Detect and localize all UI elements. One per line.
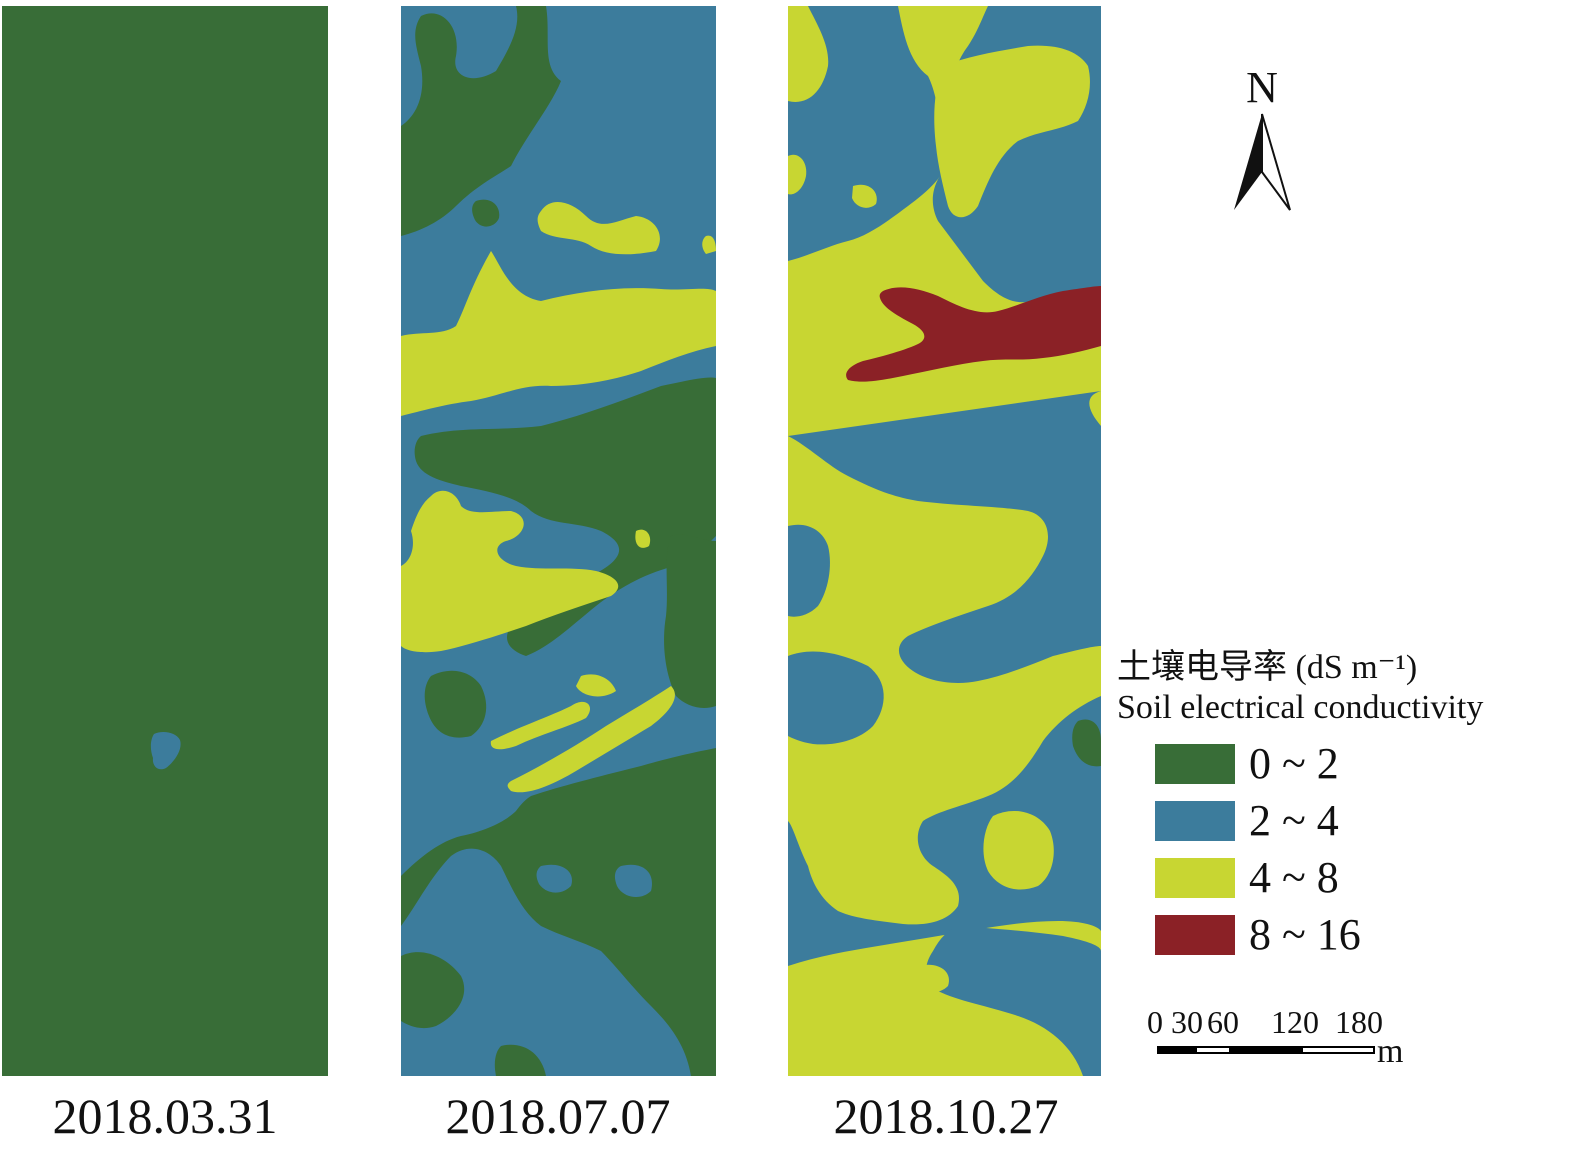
scale-tick-label: 0 xyxy=(1147,1004,1163,1040)
region-class-4-8 xyxy=(401,251,716,416)
map-2018-07-07 xyxy=(401,6,716,1076)
region-class-2-4 xyxy=(788,391,1101,683)
legend-label: 4 ~ 8 xyxy=(1249,853,1339,902)
scale-tick-label: 120 xyxy=(1271,1004,1319,1040)
scale-segment xyxy=(1195,1046,1231,1054)
region-class-4-8 xyxy=(983,811,1054,890)
region-class-2-4 xyxy=(926,926,1101,1076)
map-panel-2018-07-07 xyxy=(401,6,716,1076)
region-class-2-4 xyxy=(150,732,181,770)
legend-label: 2 ~ 4 xyxy=(1249,796,1339,845)
legend-swatch xyxy=(1155,915,1235,955)
region-class-0-2 xyxy=(664,534,716,708)
region-class-0-2 xyxy=(401,6,561,236)
legend: 土壤电导率 (dS m⁻¹) Soil electrical conductiv… xyxy=(1117,648,1572,964)
region-class-4-8 xyxy=(537,201,660,255)
legend-swatch xyxy=(1155,858,1235,898)
scale-segment xyxy=(1229,1046,1303,1054)
scale-tick-label: 60 xyxy=(1207,1004,1239,1040)
scale-tick-label: 30 xyxy=(1171,1004,1203,1040)
region-class-2-4 xyxy=(614,864,652,898)
map-panel-2018-10-27 xyxy=(788,6,1101,1076)
map-2018-10-27 xyxy=(788,6,1101,1076)
region-class-4-8 xyxy=(914,6,978,69)
region-class-0-2 xyxy=(401,748,716,1076)
region-class-2-4 xyxy=(788,524,830,617)
north-label: N xyxy=(1246,63,1278,112)
legend-swatch xyxy=(1155,744,1235,784)
region-class-8-16 xyxy=(846,286,1101,382)
region-class-2-4 xyxy=(788,696,1101,966)
scale-bar: 0 30 60 120 180 m xyxy=(1145,1004,1425,1070)
region-class-4-8 xyxy=(702,235,716,254)
region-class-2-4 xyxy=(788,651,884,745)
scale-segment xyxy=(1157,1046,1197,1054)
map-2018-03-31 xyxy=(2,6,328,1076)
legend-item: 8 ~ 16 xyxy=(1117,907,1572,964)
scale-tick-label: 180 xyxy=(1335,1004,1383,1040)
legend-item: 0 ~ 2 xyxy=(1117,736,1572,793)
legend-label: 8 ~ 16 xyxy=(1249,910,1361,959)
region-class-4-8 xyxy=(576,674,616,697)
date-label-1: 2018.03.31 xyxy=(52,1088,278,1144)
legend-label: 0 ~ 2 xyxy=(1249,739,1339,788)
date-label-2: 2018.07.07 xyxy=(445,1088,671,1144)
region-class-0-2 xyxy=(494,1044,546,1076)
legend-title-en: Soil electrical conductivity xyxy=(1117,689,1484,726)
region-class-0-2 xyxy=(414,377,716,656)
region-class-2-4 xyxy=(912,964,949,993)
legend-item: 4 ~ 8 xyxy=(1117,850,1572,907)
region-class-0-2 xyxy=(401,952,465,1029)
region-class-4-8 xyxy=(788,154,807,195)
legend-title-cn: 土壤电导率 (dS m⁻¹) xyxy=(1117,649,1418,686)
legend-swatch xyxy=(1155,801,1235,841)
legend-item: 2 ~ 4 xyxy=(1117,793,1572,850)
region-class-0-2 xyxy=(472,199,500,227)
region-class-4-8 xyxy=(852,184,877,208)
map-panel-2018-03-31 xyxy=(2,6,328,1076)
region-class-4-8 xyxy=(884,979,911,1009)
north-arrow: N xyxy=(1220,64,1304,214)
region-class-4-8 xyxy=(401,490,619,653)
region-class-0-2 xyxy=(424,670,487,738)
scale-segment xyxy=(1301,1046,1375,1054)
north-arrow-icon xyxy=(1234,113,1291,211)
region-class-4-8 xyxy=(490,701,591,750)
date-label-3: 2018.10.27 xyxy=(833,1088,1059,1144)
region-class-2-4 xyxy=(788,6,949,261)
scale-unit: m xyxy=(1377,1033,1404,1070)
region-class-4-8 xyxy=(635,529,651,548)
region-class-4-8 xyxy=(934,45,1090,218)
region-base xyxy=(2,6,328,1076)
region-class-4-8 xyxy=(507,686,675,793)
region-class-0-2 xyxy=(1072,719,1101,767)
region-class-2-4 xyxy=(536,864,572,893)
